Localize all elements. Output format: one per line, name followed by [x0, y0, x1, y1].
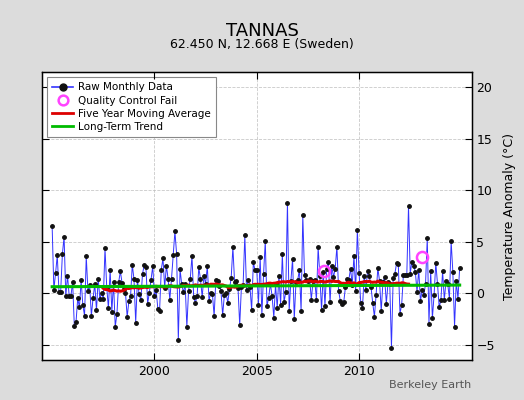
Text: 62.450 N, 12.668 E (Sweden): 62.450 N, 12.668 E (Sweden) [170, 38, 354, 51]
Text: TANNAS: TANNAS [225, 22, 299, 40]
Text: Berkeley Earth: Berkeley Earth [389, 380, 472, 390]
Y-axis label: Temperature Anomaly (°C): Temperature Anomaly (°C) [503, 132, 516, 300]
Legend: Raw Monthly Data, Quality Control Fail, Five Year Moving Average, Long-Term Tren: Raw Monthly Data, Quality Control Fail, … [47, 77, 216, 137]
